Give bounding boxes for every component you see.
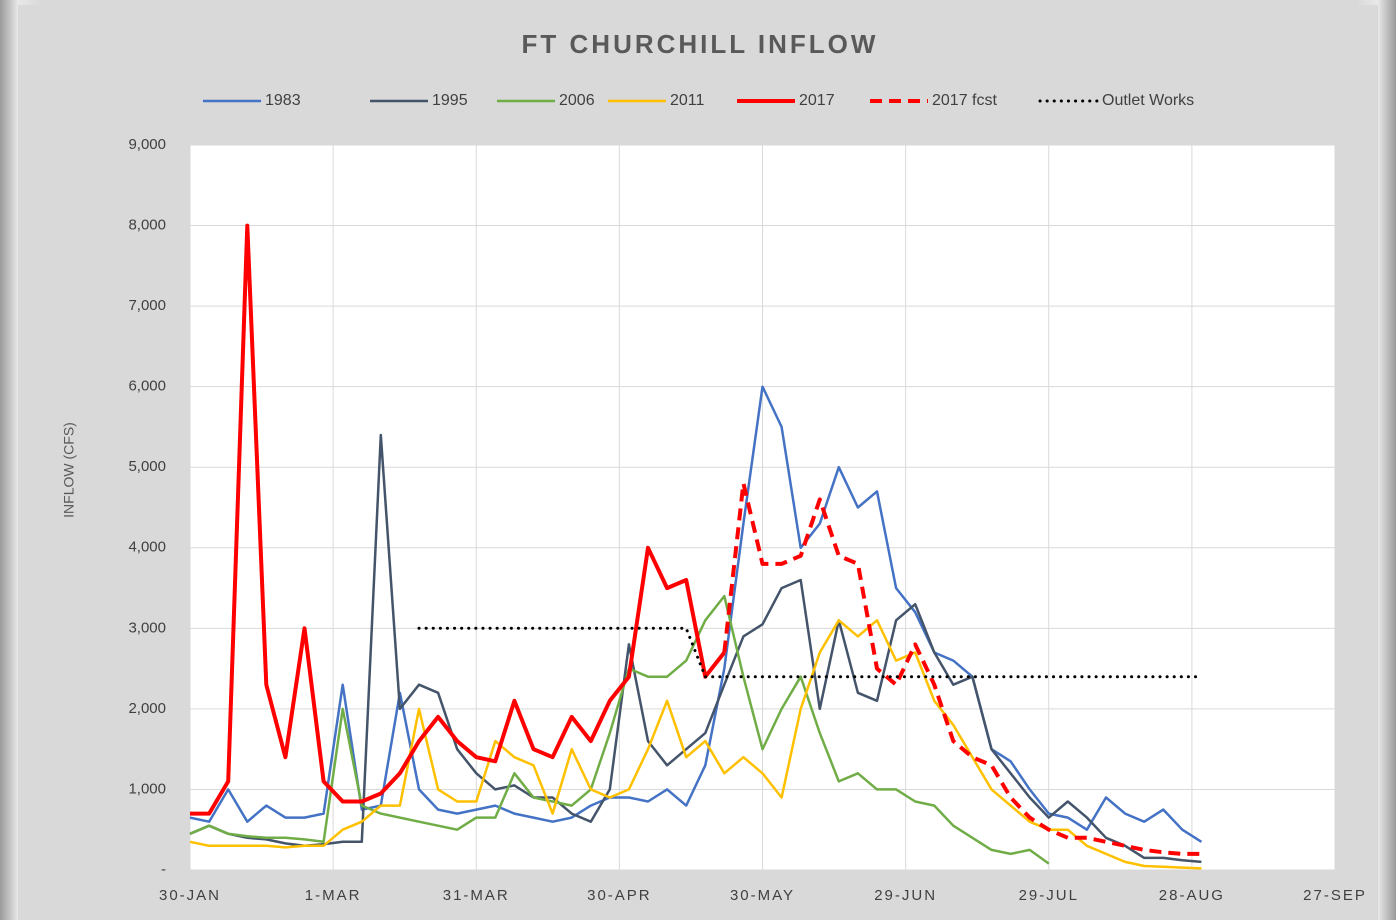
legend-label: 2006 (559, 92, 595, 109)
y-tick-label: 2,000 (128, 700, 166, 717)
y-tick-label: 4,000 (128, 539, 166, 556)
y-tick-label: 9,000 (128, 136, 166, 153)
legend-label: 1983 (265, 92, 301, 109)
y-tick-label: 7,000 (128, 297, 166, 314)
y-tick-label: 8,000 (128, 217, 166, 234)
x-tick-label: 1-MAR (305, 887, 362, 904)
y-tick-label: 5,000 (128, 458, 166, 475)
series-line (190, 223, 726, 816)
x-tick-label: 28-AUG (1159, 887, 1225, 904)
series-line (189, 433, 1202, 864)
x-tick-label: 30-APR (587, 887, 652, 904)
x-tick-label: 29-JUL (1019, 887, 1079, 904)
x-tick-label: 30-JAN (159, 887, 221, 904)
legend-label: 2011 (670, 92, 705, 109)
series-line (189, 594, 1050, 865)
y-tick-label: - (161, 861, 166, 878)
x-tick-label: 27-SEP (1303, 887, 1367, 904)
x-tick-label: 29-JUN (874, 887, 937, 904)
y-tick-label: 6,000 (128, 378, 166, 395)
x-tick-label: 31-MAR (443, 887, 510, 904)
y-axis-label: INFLOW (CFS) (61, 422, 77, 518)
legend-label: 1995 (432, 92, 468, 109)
legend-label: 2017 (799, 92, 835, 109)
chart-title: FT CHURCHILL INFLOW (522, 29, 879, 59)
legend-label: Outlet Works (1102, 92, 1194, 109)
y-tick-label: 1,000 (128, 780, 166, 797)
series-line (722, 481, 1202, 856)
series-line (189, 619, 1202, 870)
legend-label: 2017 fcst (932, 92, 997, 109)
x-tick-label: 30-MAY (730, 887, 795, 904)
y-tick-label: 3,000 (128, 619, 166, 636)
